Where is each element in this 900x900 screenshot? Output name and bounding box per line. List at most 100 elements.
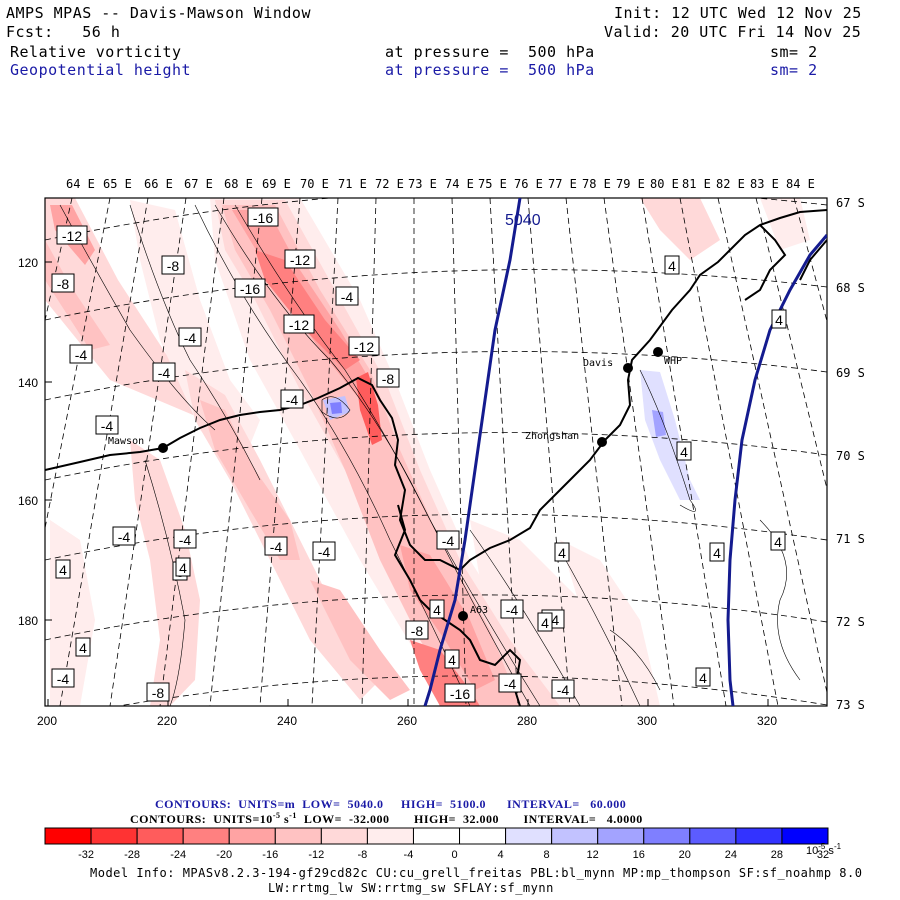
contour-label: 4 bbox=[541, 615, 549, 631]
contour-label: -4 bbox=[57, 671, 70, 687]
station-label-whp: WHP bbox=[664, 356, 682, 367]
lon-labels: 64 E 65 E 66 E 67 E 68 E 69 E 70 E 71 E … bbox=[66, 177, 815, 191]
grid-y-labels: 120 140 160 180 bbox=[18, 256, 38, 628]
color-scale-unit: 10-5 s-1 bbox=[806, 842, 842, 857]
contour-label-box bbox=[436, 530, 460, 550]
contour-label: -16 bbox=[450, 686, 470, 702]
color-scale-tick: -8 bbox=[357, 849, 367, 861]
lat-labels: 67 S 68 S 69 S 70 S 71 S 72 S 73 S bbox=[836, 196, 865, 712]
field2-name: Geopotential height bbox=[10, 61, 192, 79]
contour-label-box bbox=[234, 278, 266, 298]
contour-label: 4 bbox=[775, 312, 783, 328]
lat-label: 71 S bbox=[836, 532, 865, 546]
stations: Mawson Davis WHP Zhongshan A63 bbox=[108, 347, 682, 621]
color-scale-tick: 20 bbox=[679, 849, 691, 861]
contour-label: -16 bbox=[253, 210, 273, 226]
contour-label-box bbox=[56, 225, 88, 245]
coastline bbox=[45, 209, 827, 706]
contour-label-box bbox=[444, 683, 476, 703]
contour-label: -12 bbox=[62, 228, 82, 244]
grid-y-label: 140 bbox=[18, 376, 38, 390]
lon-label: 75 E bbox=[478, 177, 507, 191]
color-scale-tick: 16 bbox=[633, 849, 645, 861]
field2-level: at pressure = 500 hPa bbox=[385, 61, 595, 79]
color-scale-tick: -16 bbox=[262, 849, 278, 861]
color-scale-tick: 4 bbox=[497, 849, 503, 861]
grid-x-label: 260 bbox=[397, 714, 417, 728]
color-scale-tick: -32 bbox=[78, 849, 94, 861]
contour-label: -4 bbox=[75, 347, 88, 363]
lat-label: 73 S bbox=[836, 698, 865, 712]
lon-label: 83 E bbox=[750, 177, 779, 191]
color-scale-bin bbox=[182, 827, 230, 845]
contour-label-box bbox=[405, 620, 429, 640]
contour-label-box bbox=[695, 667, 711, 687]
contour-label: -4 bbox=[184, 330, 197, 346]
contour-label-box bbox=[55, 559, 71, 579]
init-time: Init: 12 UTC Wed 12 Nov 25 bbox=[614, 4, 862, 22]
station-label-davis: Davis bbox=[583, 358, 613, 369]
contour-label: -4 bbox=[504, 676, 517, 692]
contour-label: 4 bbox=[179, 560, 187, 576]
chart-title: AMPS MPAS -- Davis-Mawson Window bbox=[6, 4, 311, 22]
contour-label: -4 bbox=[286, 392, 299, 408]
contour-label-box bbox=[444, 649, 460, 669]
contour-label: -4 bbox=[158, 365, 171, 381]
color-scale-tick: 24 bbox=[725, 849, 737, 861]
contour-label-box bbox=[676, 441, 692, 461]
contour-label: 4 bbox=[680, 444, 688, 460]
lon-label: 78 E bbox=[582, 177, 611, 191]
contour-label-box bbox=[280, 389, 304, 409]
contour-label: 4 bbox=[59, 562, 67, 578]
color-scale-bin bbox=[320, 827, 368, 845]
contour-label: -4 bbox=[318, 544, 331, 560]
contour-label: -12 bbox=[354, 339, 374, 355]
lon-label: 67 E bbox=[184, 177, 213, 191]
contour-label: 4 bbox=[79, 640, 87, 656]
contour-label-box bbox=[554, 542, 570, 562]
contour-label: -16 bbox=[240, 281, 260, 297]
contour-label-box bbox=[498, 673, 522, 693]
grid-y-label: 180 bbox=[18, 614, 38, 628]
lon-label: 68 E bbox=[224, 177, 253, 191]
contour-label-box bbox=[173, 529, 197, 549]
contour-label-box bbox=[161, 255, 185, 275]
contour-label: -8 bbox=[152, 685, 165, 701]
contour-label-box bbox=[312, 541, 336, 561]
color-scale-tick: -24 bbox=[170, 849, 186, 861]
color-scale-bin bbox=[136, 827, 184, 845]
contour-label: 4 bbox=[668, 258, 676, 274]
lon-label: 71 E bbox=[338, 177, 367, 191]
color-scale-tick: 12 bbox=[587, 849, 599, 861]
lat-label: 69 S bbox=[836, 366, 865, 380]
contour-label: -4 bbox=[270, 539, 283, 555]
grid-x-label: 200 bbox=[37, 714, 57, 728]
forecast-hour: Fcst: 56 h bbox=[6, 23, 121, 41]
grid-x-label: 300 bbox=[637, 714, 657, 728]
lon-label: 77 E bbox=[548, 177, 577, 191]
color-scale-bin bbox=[505, 827, 553, 845]
field1-level: at pressure = 500 hPa bbox=[385, 43, 595, 61]
contour-label-box bbox=[152, 362, 176, 382]
station-marker-a63 bbox=[458, 611, 468, 621]
contour-label: 4 bbox=[699, 670, 707, 686]
contour-label-box bbox=[348, 336, 380, 356]
axis-ticks bbox=[45, 261, 769, 706]
color-scale: -32 -28 -24 -20 -16 -12 -8 -4 0 4 8 12 16 20 24 28 32 10… bbox=[44, 827, 842, 861]
color-scale-bin bbox=[643, 827, 691, 845]
contour-label-box bbox=[51, 668, 75, 688]
contour-label: -4 bbox=[101, 418, 114, 434]
contour-label: -12 bbox=[289, 317, 309, 333]
contour-value-labels: -12 -8 -8 -4 -4 -4 -4 -16 -12 -16 -12 -4 -12 -8 -4 -4 -4… bbox=[51, 207, 787, 703]
lon-label: 81 E bbox=[682, 177, 711, 191]
contour-label-box bbox=[376, 368, 400, 388]
color-scale-tick: -20 bbox=[216, 849, 232, 861]
height-contour-label: 5040 bbox=[505, 212, 541, 229]
lon-label: 76 E bbox=[514, 177, 543, 191]
color-scale-tick: 8 bbox=[544, 849, 550, 861]
field2-smoothing: sm= 2 bbox=[770, 61, 818, 79]
grid-y-label: 120 bbox=[18, 256, 38, 270]
physics-info: LW:rrtmg_lw SW:rrtmg_sw SFLAY:sf_mynn bbox=[268, 881, 554, 895]
contour-label: -4 bbox=[179, 532, 192, 548]
